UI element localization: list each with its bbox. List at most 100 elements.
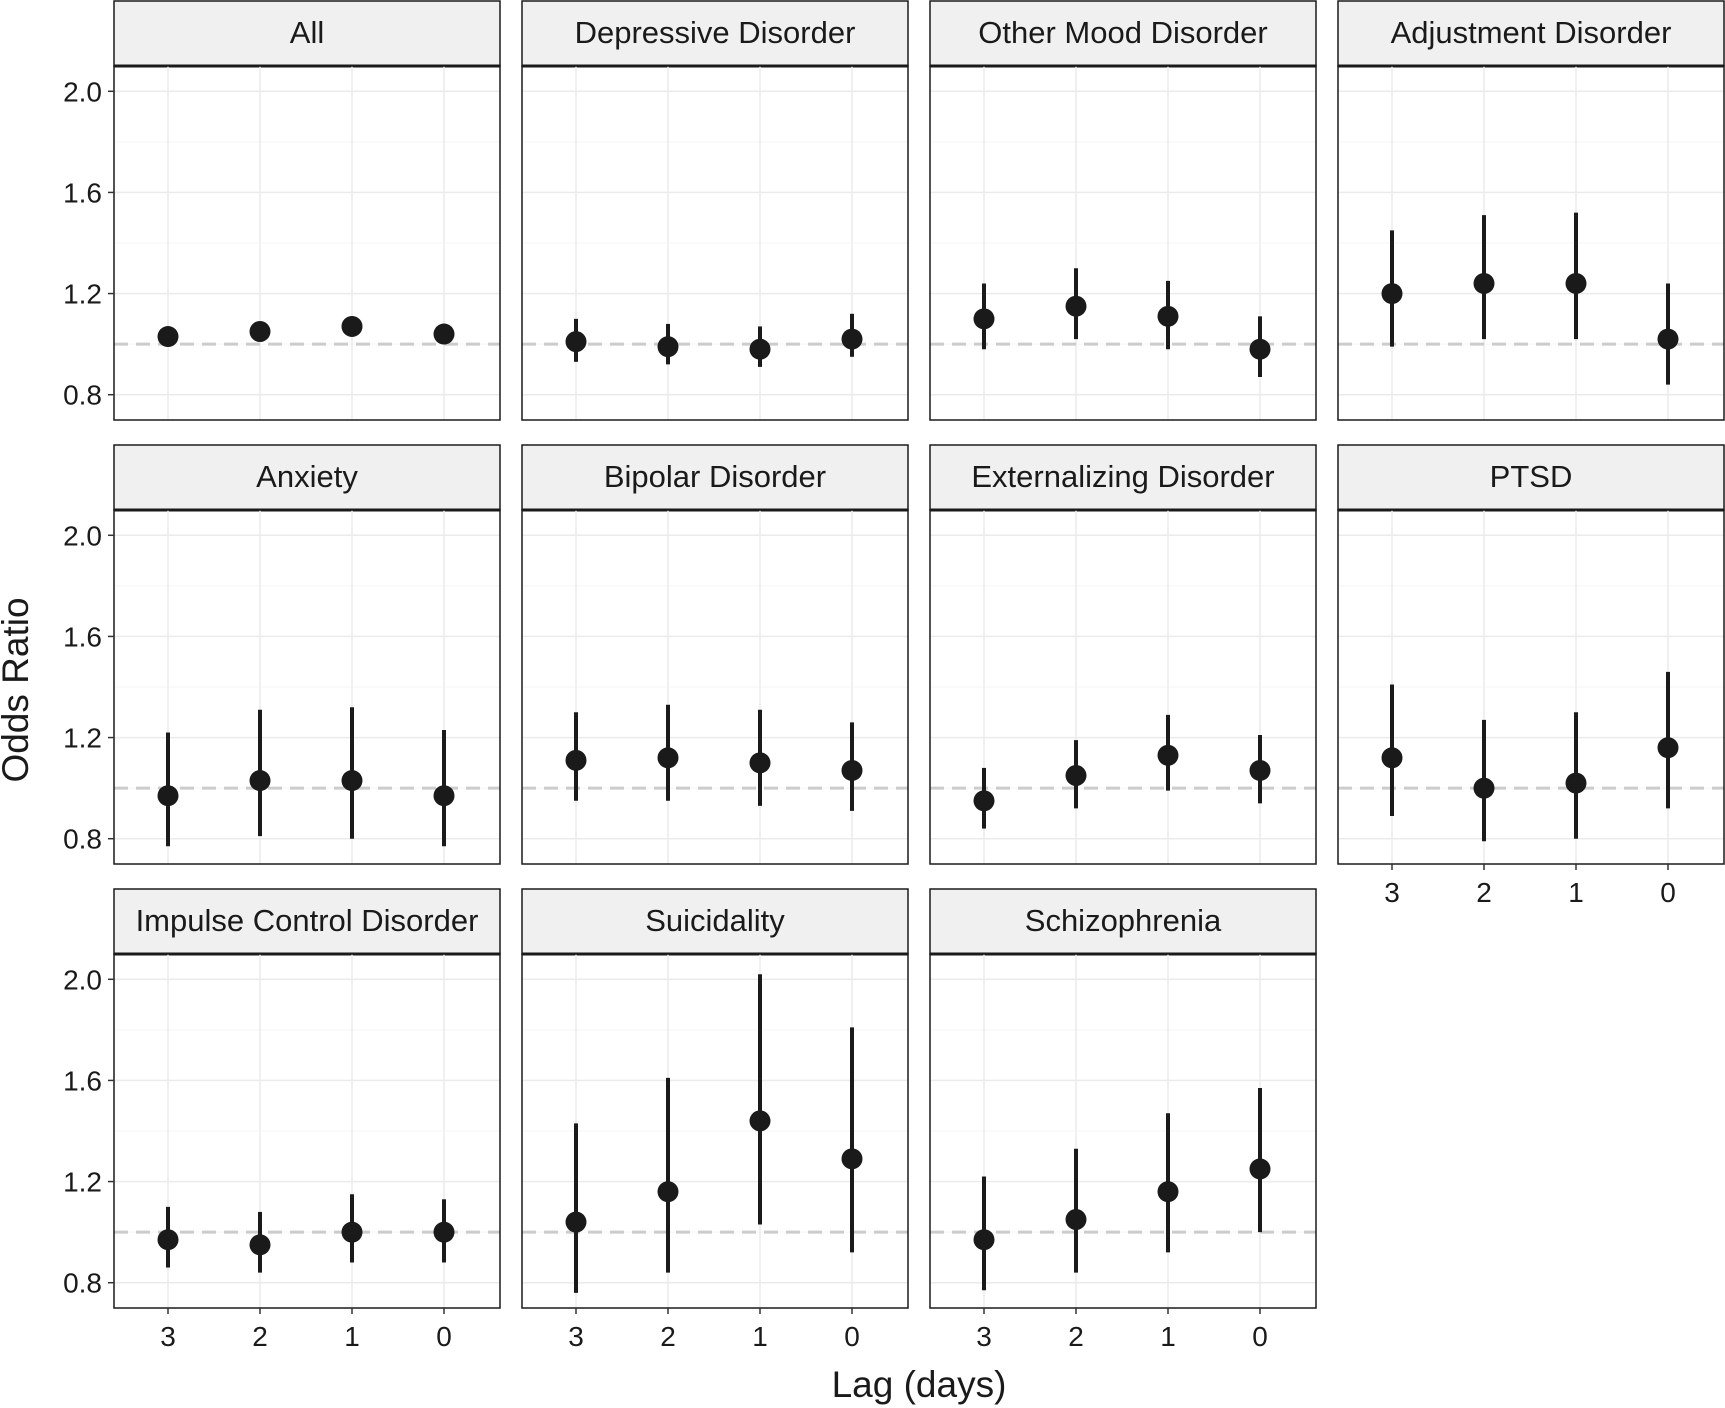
y-tick-label: 1.6	[63, 177, 102, 208]
point-estimate	[1157, 1181, 1179, 1203]
facet-strip	[113, 444, 501, 511]
facet-title: Anxiety	[256, 459, 358, 494]
y-tick-label: 1.2	[63, 1167, 102, 1198]
point-estimate	[341, 1221, 363, 1243]
point-estimate	[1065, 765, 1087, 786]
y-tick-label: 1.6	[63, 621, 102, 652]
x-tick-label: 3	[976, 1321, 992, 1352]
x-tick-label: 2	[1068, 1321, 1084, 1352]
panel-border	[1337, 509, 1725, 865]
facet-strip	[929, 0, 1317, 67]
point-estimate	[433, 323, 455, 345]
x-tick-label: 1	[1568, 877, 1584, 908]
y-tick-label: 0.8	[63, 1268, 102, 1299]
facet-title: Other Mood Disorder	[978, 15, 1267, 50]
x-tick-label: 1	[344, 1321, 360, 1352]
y-tick-label: 0.8	[63, 824, 102, 855]
panel-border	[929, 953, 1317, 1309]
point-estimate	[249, 770, 271, 792]
point-estimate	[1657, 737, 1679, 759]
point-estimate	[749, 338, 771, 360]
facet-panel: Other Mood Disorder	[929, 0, 1317, 421]
facet-title: Suicidality	[645, 903, 785, 938]
point-estimate	[565, 749, 587, 771]
point-estimate	[973, 790, 995, 812]
facet-panel: Anxiety 0.8 1.2 1.6 2.0	[63, 444, 501, 865]
point-estimate	[749, 752, 771, 774]
facet-title: Impulse Control Disorder	[136, 903, 479, 938]
facet-panel: PTSD 3 2 1 0	[1337, 444, 1725, 908]
x-axis-title: Lag (days)	[832, 1364, 1007, 1405]
point-estimate	[1249, 759, 1271, 781]
x-tick-label: 0	[844, 1321, 860, 1352]
point-estimate	[341, 770, 363, 792]
point-estimate	[657, 336, 679, 358]
facet-strip	[113, 888, 501, 955]
facet-panel: Depressive Disorder	[521, 0, 909, 421]
point-estimate	[841, 1148, 863, 1170]
facet-title: Schizophrenia	[1025, 903, 1222, 938]
x-tick-label: 1	[752, 1321, 768, 1352]
x-tick-label: 3	[160, 1321, 176, 1352]
panel-border	[113, 509, 501, 865]
facet-title: Externalizing Disorder	[971, 459, 1274, 494]
point-estimate	[1473, 272, 1495, 294]
y-tick-label: 0.8	[63, 380, 102, 411]
x-tick-label: 1	[1160, 1321, 1176, 1352]
facet-strip	[929, 444, 1317, 511]
point-estimate	[249, 1234, 271, 1256]
point-estimate	[1065, 295, 1087, 317]
point-estimate	[157, 326, 179, 348]
point-estimate	[841, 328, 863, 350]
facet-strip	[113, 0, 501, 67]
facet-panel: Externalizing Disorder	[929, 444, 1317, 865]
panel-border	[929, 509, 1317, 865]
panel-border	[521, 953, 909, 1309]
panel-border	[1337, 65, 1725, 421]
facet-panel: Suicidality 3 2 1 0	[521, 888, 909, 1352]
x-tick-label: 2	[1476, 877, 1492, 908]
panel-border	[929, 65, 1317, 421]
point-estimate	[433, 785, 455, 807]
point-estimate	[1249, 1158, 1271, 1180]
facet-panel: Adjustment Disorder	[1337, 0, 1725, 421]
y-tick-label: 2.0	[63, 520, 102, 551]
point-estimate	[341, 315, 363, 337]
x-tick-label: 0	[436, 1321, 452, 1352]
x-tick-label: 0	[1660, 877, 1676, 908]
facet-title: PTSD	[1490, 459, 1573, 494]
panel-border	[521, 65, 909, 421]
panel-border	[521, 509, 909, 865]
y-axis-title: Odds Ratio	[0, 597, 36, 782]
panel-border	[113, 65, 501, 421]
facet-panel: Schizophrenia 3 2 1 0	[929, 888, 1317, 1352]
point-estimate	[1657, 328, 1679, 350]
facet-panel: Bipolar Disorder	[521, 444, 909, 865]
point-estimate	[1473, 777, 1495, 799]
panel-border	[113, 953, 501, 1309]
point-estimate	[157, 1229, 179, 1251]
facet-title: Adjustment Disorder	[1391, 15, 1672, 50]
point-estimate	[1565, 772, 1587, 794]
point-estimate	[1157, 305, 1179, 327]
point-estimate	[841, 759, 863, 781]
facet-title: Depressive Disorder	[575, 15, 856, 50]
x-tick-label: 2	[660, 1321, 676, 1352]
facet-panel: All 0.8 1.2 1.6 2.0	[63, 0, 501, 421]
y-tick-label: 2.0	[63, 964, 102, 995]
x-tick-label: 3	[1384, 877, 1400, 908]
x-tick-label: 3	[568, 1321, 584, 1352]
point-estimate	[1065, 1209, 1087, 1230]
point-estimate	[973, 1229, 995, 1251]
point-estimate	[973, 308, 995, 330]
facet-strip	[929, 888, 1317, 955]
facet-strip	[1337, 444, 1725, 511]
point-estimate	[1381, 747, 1403, 769]
y-tick-label: 1.2	[63, 279, 102, 310]
point-estimate	[433, 1221, 455, 1243]
y-tick-label: 1.2	[63, 723, 102, 754]
point-estimate	[157, 785, 179, 807]
x-tick-label: 0	[1252, 1321, 1268, 1352]
x-tick-label: 2	[252, 1321, 268, 1352]
